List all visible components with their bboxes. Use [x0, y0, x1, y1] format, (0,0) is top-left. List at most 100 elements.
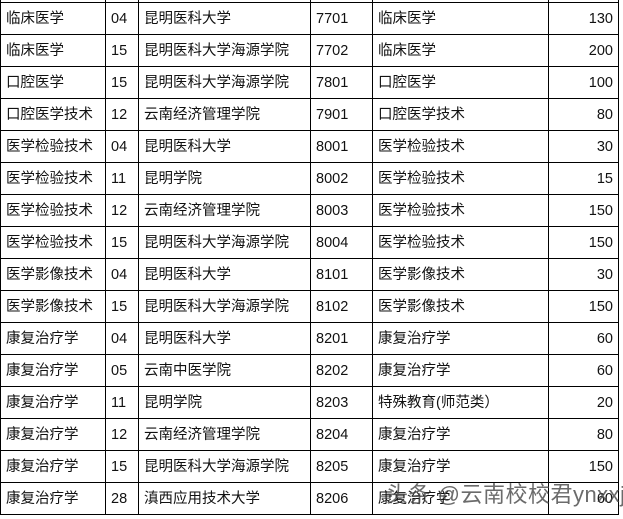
cell-major-name[interactable]: 医学检验技术 — [372, 226, 549, 259]
cell-major-name[interactable]: 医学影像技术 — [372, 290, 549, 323]
cell-plan-count[interactable]: 200 — [548, 34, 619, 67]
cell-major[interactable]: 医学影像技术 — [0, 258, 106, 291]
cell-major-code[interactable]: 8201 — [310, 322, 373, 355]
cell-major-name[interactable]: 康复治疗学 — [372, 482, 549, 515]
cell-school-name[interactable]: 昆明学院 — [138, 386, 311, 419]
cell-major[interactable]: 临床医学 — [0, 2, 106, 35]
cell-major-name[interactable]: 临床医学 — [372, 34, 549, 67]
cell-school-code[interactable]: 15 — [105, 226, 139, 259]
cell-major[interactable]: 康复治疗学 — [0, 322, 106, 355]
cell-major[interactable]: 口腔医学技术 — [0, 98, 106, 131]
cell-major-code[interactable]: 7702 — [310, 34, 373, 67]
table-row[interactable]: 康复治疗学 28 滇西应用技术大学 8206 康复治疗学 60 — [0, 482, 619, 515]
cell-major-name[interactable]: 口腔医学技术 — [372, 98, 549, 131]
cell-plan-count[interactable]: 30 — [548, 130, 619, 163]
cell-major-code[interactable]: 8204 — [310, 418, 373, 451]
table-row[interactable]: 医学检验技术 15 昆明医科大学海源学院 8004 医学检验技术 150 — [0, 226, 619, 259]
cell-major-code[interactable]: 8102 — [310, 290, 373, 323]
cell-school-name[interactable]: 昆明医科大学海源学院 — [138, 34, 311, 67]
cell-school-name[interactable]: 昆明学院 — [138, 162, 311, 195]
table-row[interactable]: 临床医学 15 昆明医科大学海源学院 7702 临床医学 200 — [0, 34, 619, 67]
cell-major[interactable]: 康复治疗学 — [0, 386, 106, 419]
cell-school-code[interactable]: 11 — [105, 162, 139, 195]
cell-school-name[interactable]: 昆明医科大学 — [138, 322, 311, 355]
cell-major-name[interactable]: 康复治疗学 — [372, 450, 549, 483]
cell-school-name[interactable]: 昆明医科大学海源学院 — [138, 450, 311, 483]
cell-school-code[interactable]: 12 — [105, 418, 139, 451]
cell-school-name[interactable]: 云南经济管理学院 — [138, 418, 311, 451]
cell-plan-count[interactable]: 150 — [548, 290, 619, 323]
cell-school-name[interactable]: 昆明医科大学海源学院 — [138, 290, 311, 323]
table-row[interactable]: 康复治疗学 05 云南中医学院 8202 康复治疗学 60 — [0, 354, 619, 387]
table-row[interactable]: 康复治疗学 12 云南经济管理学院 8204 康复治疗学 80 — [0, 418, 619, 451]
cell-school-code[interactable]: 11 — [105, 386, 139, 419]
cell-major-code[interactable]: 8003 — [310, 194, 373, 227]
cell-major[interactable]: 医学检验技术 — [0, 162, 106, 195]
cell-major-name[interactable]: 特殊教育(师范类） — [372, 386, 549, 419]
cell-major[interactable]: 医学检验技术 — [0, 130, 106, 163]
cell-major-code[interactable]: 8002 — [310, 162, 373, 195]
cell-major-name[interactable]: 医学影像技术 — [372, 258, 549, 291]
cell-school-name[interactable]: 云南经济管理学院 — [138, 98, 311, 131]
table-row[interactable]: 临床医学 04 昆明医科大学 7701 临床医学 130 — [0, 2, 619, 35]
cell-school-code[interactable]: 15 — [105, 450, 139, 483]
cell-school-name[interactable]: 昆明医科大学 — [138, 2, 311, 35]
cell-plan-count[interactable]: 80 — [548, 98, 619, 131]
cell-school-code[interactable]: 28 — [105, 482, 139, 515]
cell-plan-count[interactable]: 60 — [548, 322, 619, 355]
cell-major[interactable]: 康复治疗学 — [0, 418, 106, 451]
table-row[interactable]: 医学检验技术 12 云南经济管理学院 8003 医学检验技术 150 — [0, 194, 619, 227]
table-row[interactable]: 口腔医学技术 12 云南经济管理学院 7901 口腔医学技术 80 — [0, 98, 619, 131]
table-row[interactable]: 康复治疗学 15 昆明医科大学海源学院 8205 康复治疗学 150 — [0, 450, 619, 483]
cell-major[interactable]: 医学检验技术 — [0, 194, 106, 227]
cell-major-code[interactable]: 8205 — [310, 450, 373, 483]
cell-school-code[interactable]: 12 — [105, 98, 139, 131]
cell-major[interactable]: 康复治疗学 — [0, 354, 106, 387]
cell-school-code[interactable]: 15 — [105, 66, 139, 99]
cell-major-name[interactable]: 康复治疗学 — [372, 354, 549, 387]
cell-school-code[interactable]: 12 — [105, 194, 139, 227]
cell-school-name[interactable]: 云南中医学院 — [138, 354, 311, 387]
cell-school-code[interactable]: 05 — [105, 354, 139, 387]
cell-major-name[interactable]: 口腔医学 — [372, 66, 549, 99]
cell-major[interactable]: 医学检验技术 — [0, 226, 106, 259]
cell-major-code[interactable]: 7701 — [310, 2, 373, 35]
cell-school-code[interactable]: 04 — [105, 322, 139, 355]
cell-plan-count[interactable]: 20 — [548, 386, 619, 419]
table-row[interactable]: 医学影像技术 15 昆明医科大学海源学院 8102 医学影像技术 150 — [0, 290, 619, 323]
cell-major[interactable]: 康复治疗学 — [0, 482, 106, 515]
cell-major[interactable]: 医学影像技术 — [0, 290, 106, 323]
cell-major[interactable]: 口腔医学 — [0, 66, 106, 99]
table-row[interactable]: 医学检验技术 04 昆明医科大学 8001 医学检验技术 30 — [0, 130, 619, 163]
cell-school-name[interactable]: 昆明医科大学海源学院 — [138, 66, 311, 99]
cell-major-name[interactable]: 医学检验技术 — [372, 162, 549, 195]
table-row[interactable]: 医学检验技术 11 昆明学院 8002 医学检验技术 15 — [0, 162, 619, 195]
table-row[interactable]: 康复治疗学 04 昆明医科大学 8201 康复治疗学 60 — [0, 322, 619, 355]
cell-major-code[interactable]: 8004 — [310, 226, 373, 259]
cell-plan-count[interactable]: 30 — [548, 258, 619, 291]
cell-school-name[interactable]: 昆明医科大学 — [138, 258, 311, 291]
cell-plan-count[interactable]: 80 — [548, 418, 619, 451]
cell-major-code[interactable]: 8101 — [310, 258, 373, 291]
cell-major[interactable]: 康复治疗学 — [0, 450, 106, 483]
table-row[interactable]: 医学影像技术 04 昆明医科大学 8101 医学影像技术 30 — [0, 258, 619, 291]
cell-school-code[interactable]: 15 — [105, 290, 139, 323]
cell-major-name[interactable]: 康复治疗学 — [372, 418, 549, 451]
cell-major-code[interactable]: 8203 — [310, 386, 373, 419]
cell-school-name[interactable]: 昆明医科大学 — [138, 130, 311, 163]
table-row[interactable]: 口腔医学 15 昆明医科大学海源学院 7801 口腔医学 100 — [0, 66, 619, 99]
cell-plan-count[interactable]: 15 — [548, 162, 619, 195]
cell-plan-count[interactable]: 150 — [548, 450, 619, 483]
cell-major-name[interactable]: 临床医学 — [372, 2, 549, 35]
cell-plan-count[interactable]: 60 — [548, 482, 619, 515]
table-row[interactable]: 康复治疗学 11 昆明学院 8203 特殊教育(师范类） 20 — [0, 386, 619, 419]
cell-school-code[interactable]: 15 — [105, 34, 139, 67]
cell-major[interactable]: 临床医学 — [0, 34, 106, 67]
cell-major-name[interactable]: 医学检验技术 — [372, 194, 549, 227]
cell-plan-count[interactable]: 60 — [548, 354, 619, 387]
cell-plan-count[interactable]: 150 — [548, 226, 619, 259]
cell-school-name[interactable]: 昆明医科大学海源学院 — [138, 226, 311, 259]
cell-school-code[interactable]: 04 — [105, 2, 139, 35]
cell-school-code[interactable]: 04 — [105, 258, 139, 291]
cell-major-code[interactable]: 8202 — [310, 354, 373, 387]
